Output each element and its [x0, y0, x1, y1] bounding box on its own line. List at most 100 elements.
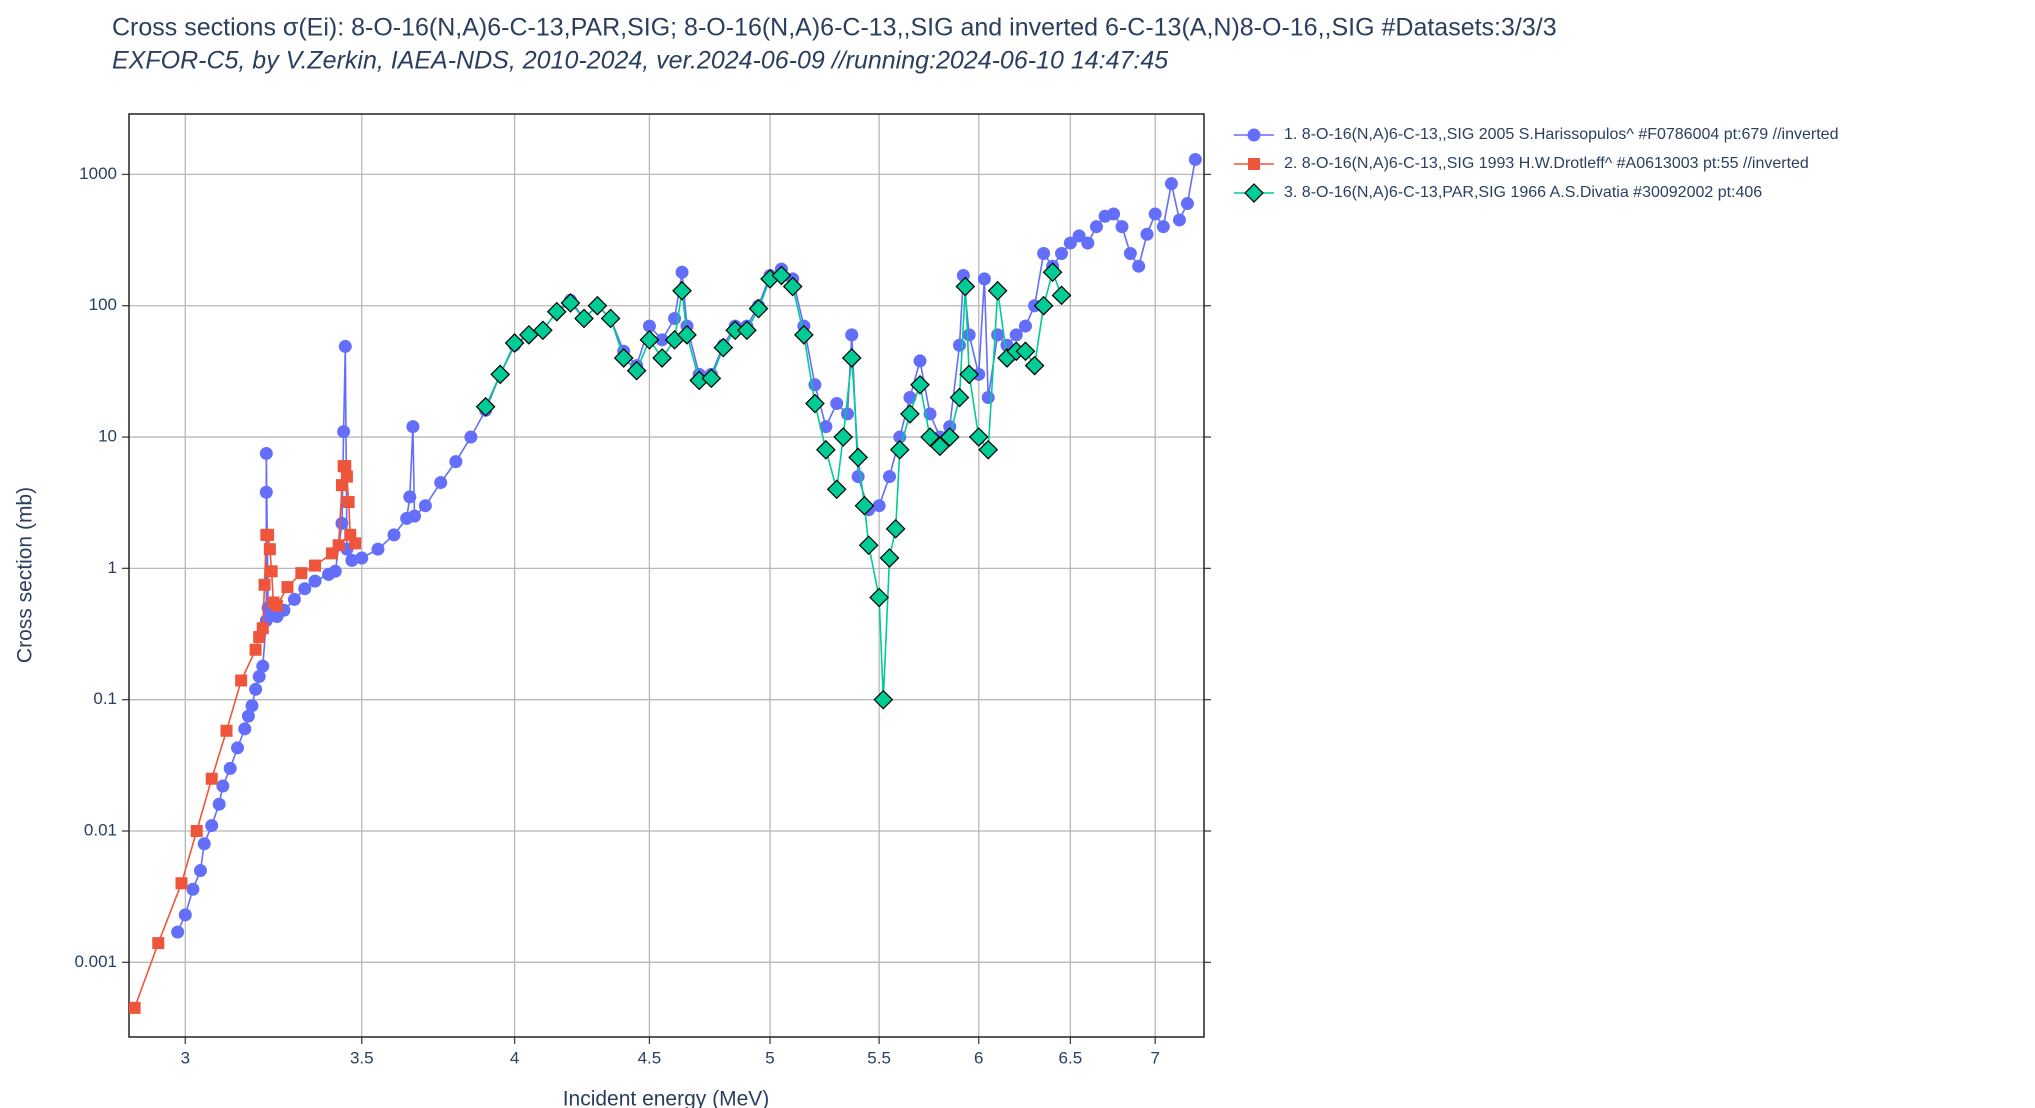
square-marker	[349, 537, 362, 550]
diamond-marker	[677, 325, 697, 345]
circle-marker	[406, 420, 420, 434]
circle-marker	[1072, 229, 1086, 243]
circle-marker	[882, 470, 896, 484]
diamond-marker	[504, 333, 525, 353]
diamond-marker	[920, 427, 940, 447]
square-marker	[265, 565, 278, 578]
circle-marker	[642, 319, 656, 333]
x-tick-label: 5	[765, 1048, 774, 1067]
diamond-marker	[560, 293, 581, 313]
circle-marker	[249, 682, 263, 696]
square-marker	[342, 496, 355, 509]
circle-marker	[387, 528, 401, 542]
square-marker	[332, 539, 345, 552]
diamond-marker	[900, 404, 920, 424]
circle-marker	[371, 542, 385, 556]
circle-marker	[840, 407, 854, 421]
square-marker	[340, 470, 353, 483]
circle-marker	[259, 485, 273, 499]
square-marker	[281, 581, 294, 594]
diamond-marker	[869, 587, 889, 608]
diamond-marker	[639, 329, 660, 350]
square-marker	[262, 528, 275, 541]
circle-marker	[403, 490, 417, 504]
x-tick-label: 7	[1150, 1048, 1159, 1067]
diamond-marker	[939, 427, 960, 447]
circle-marker	[337, 425, 351, 439]
circle-marker	[178, 908, 192, 922]
square-marker	[295, 567, 308, 580]
circle-marker	[355, 551, 369, 565]
legend-label: 3. 8-O-16(N,A)6-C-13,PAR,SIG 1966 A.S.Di…	[1284, 184, 1762, 201]
circle-marker	[903, 391, 917, 405]
diamond-marker	[771, 265, 792, 286]
circle-marker	[913, 354, 927, 368]
legend-label: 2. 8-O-16(N,A)6-C-13,,SIG 1993 H.W.Drotl…	[1284, 155, 1809, 172]
y-tick-label: 10	[98, 427, 117, 446]
circle-marker	[872, 499, 886, 513]
circle-marker	[298, 582, 312, 596]
circle-marker	[1115, 220, 1129, 234]
legend-label: 1. 8-O-16(N,A)6-C-13,,SIG 2005 S.Harisso…	[1284, 126, 1838, 143]
x-tick-label: 4	[510, 1048, 519, 1067]
square-marker	[309, 559, 322, 572]
circle-marker	[655, 333, 669, 347]
circle-marker	[245, 699, 259, 713]
square-marker	[270, 599, 283, 612]
circle-marker	[952, 338, 966, 352]
chart-subtitle: EXFOR-C5, by V.Zerkin, IAEA-NDS, 2010-20…	[112, 47, 1168, 75]
circle-marker	[197, 837, 211, 851]
circle-marker	[1107, 207, 1121, 221]
y-tick-label: 1000	[79, 164, 117, 183]
diamond-marker	[858, 535, 879, 556]
diamond-marker	[1033, 295, 1054, 316]
diamond-marker	[1051, 285, 1072, 306]
diamond-marker	[1042, 262, 1063, 283]
diamond-marker	[959, 364, 979, 385]
diamond-marker	[848, 447, 868, 468]
circle-marker	[259, 446, 273, 460]
circle-marker	[241, 709, 255, 723]
circle-marker	[1055, 246, 1069, 260]
square-marker	[256, 622, 269, 635]
circle-marker	[418, 499, 432, 513]
diamond-marker	[968, 427, 989, 447]
circle-marker	[1081, 236, 1095, 250]
circle-marker	[1172, 213, 1186, 227]
x-tick-label: 6.5	[1059, 1048, 1083, 1067]
circle-marker	[991, 328, 1005, 342]
y-tick-label: 1	[108, 558, 117, 577]
diamond-marker	[652, 348, 672, 368]
circle-marker	[981, 391, 995, 405]
circle-marker	[205, 819, 219, 833]
circle-marker	[345, 553, 359, 567]
circle-marker	[1180, 197, 1194, 211]
circle-marker	[1188, 152, 1202, 166]
x-tick-label: 6	[974, 1048, 983, 1067]
square-marker	[235, 674, 248, 687]
y-tick-label: 0.1	[93, 689, 117, 708]
circle-marker	[193, 864, 207, 878]
square-marker	[258, 578, 271, 591]
circle-marker	[171, 925, 185, 939]
circle-marker	[335, 516, 349, 530]
diamond-marker	[816, 439, 836, 460]
diamond-marker	[854, 495, 875, 516]
x-tick-label: 3	[181, 1048, 190, 1067]
diamond-marker	[672, 280, 692, 301]
diamond-marker	[1015, 341, 1036, 362]
diamond-marker	[833, 427, 854, 447]
diamond-marker	[737, 320, 757, 341]
diamond-marker	[885, 518, 906, 539]
y-tick-label: 0.01	[84, 820, 117, 839]
diamond-marker	[490, 364, 511, 385]
series-line	[484, 269, 1063, 700]
circle-marker	[464, 430, 478, 444]
square-marker	[129, 1001, 141, 1014]
square-marker	[152, 937, 165, 950]
y-tick-label: 100	[89, 295, 117, 314]
circle-marker	[1164, 177, 1178, 191]
plot-frame	[128, 113, 1205, 1038]
square-marker	[249, 643, 262, 656]
